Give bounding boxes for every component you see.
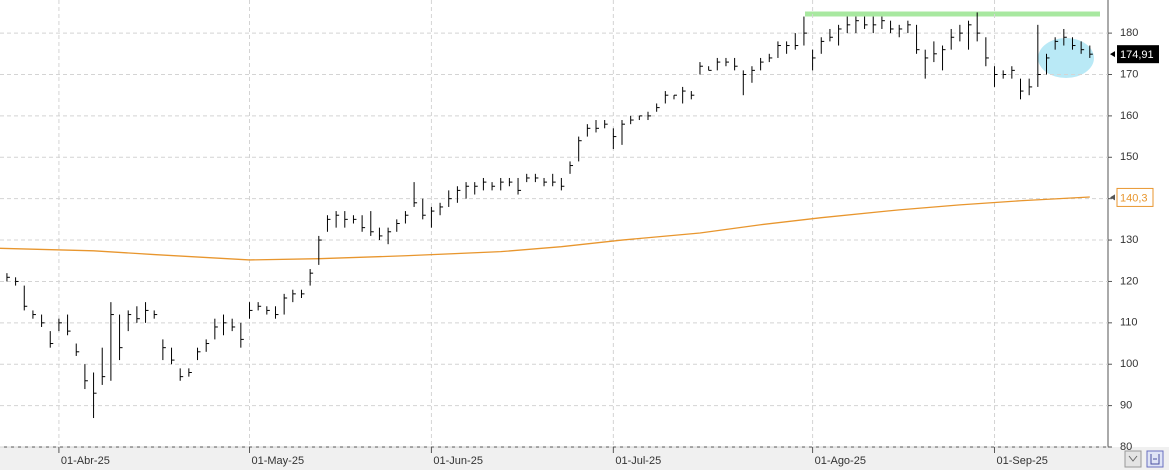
y-tick-label: 120	[1120, 275, 1138, 287]
last-price-arrow	[1110, 51, 1115, 58]
x-tick-label: 01-Sep-25	[997, 455, 1048, 467]
x-tick-label: 01-Jun-25	[433, 455, 483, 467]
x-tick-label: 01-Abr-25	[61, 455, 110, 467]
y-tick-label: 100	[1120, 358, 1138, 370]
y-tick-label: 170	[1120, 68, 1138, 80]
save-icon	[1150, 454, 1160, 465]
scroll-icon	[1128, 455, 1138, 462]
y-tick-label: 160	[1120, 110, 1138, 122]
ma-arrow	[1110, 194, 1115, 201]
last-price-label: 174,91	[1120, 49, 1154, 61]
y-tick-label: 130	[1120, 234, 1138, 246]
moving-average-line	[0, 196, 1090, 261]
x-tick-label: 01-Ago-25	[815, 455, 866, 467]
scroll-button[interactable]	[1124, 450, 1142, 468]
ma-label: 140,3	[1120, 192, 1148, 204]
ma-tag	[1116, 187, 1154, 207]
y-tick-label: 180	[1120, 27, 1138, 39]
highlight-ellipse	[1038, 38, 1094, 78]
last-price-tag	[1117, 45, 1159, 64]
y-tick-label: 80	[1120, 441, 1132, 453]
x-tick-label: 01-Jul-25	[615, 455, 661, 467]
x-axis-band	[0, 447, 1169, 470]
y-tick-label: 90	[1120, 400, 1132, 412]
x-tick-label: 01-May-25	[251, 455, 304, 467]
y-tick-label: 110	[1120, 317, 1138, 329]
y-tick-label: 150	[1120, 151, 1138, 163]
